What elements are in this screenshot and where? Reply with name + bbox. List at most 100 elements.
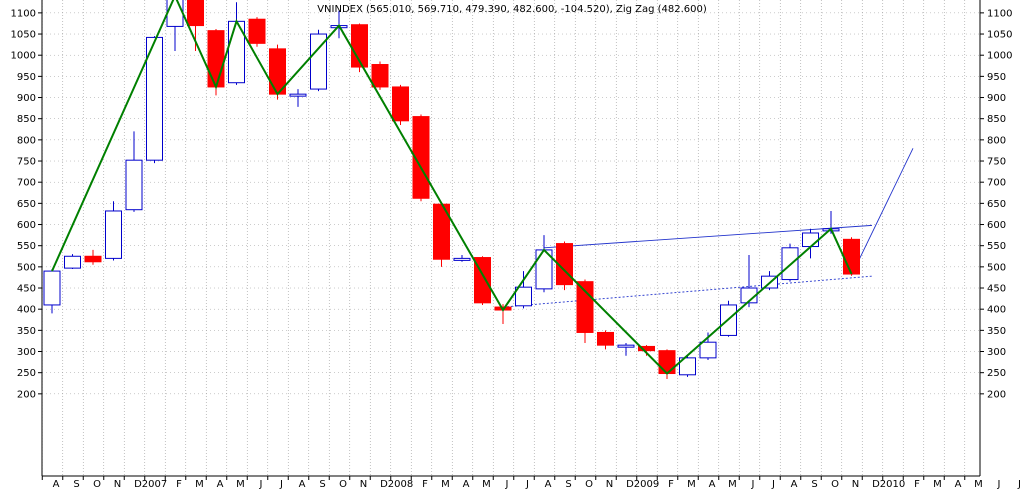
candle-body bbox=[84, 255, 102, 263]
candle-body bbox=[515, 286, 532, 307]
x-tick-label: J bbox=[997, 479, 1001, 490]
x-tick-label: D bbox=[380, 479, 388, 490]
candle-body bbox=[392, 86, 409, 122]
y-tick-label-right: 200 bbox=[987, 389, 1006, 400]
candle-body bbox=[43, 270, 61, 306]
y-tick-label-right: 300 bbox=[987, 347, 1006, 358]
y-tick-label-left: 600 bbox=[17, 220, 36, 231]
x-tick-label: N bbox=[852, 479, 859, 490]
x-tick-label: J bbox=[525, 479, 529, 490]
x-tick-label: J bbox=[1017, 479, 1021, 490]
x-tick-label: A bbox=[463, 479, 470, 490]
x-tick-label: J bbox=[771, 479, 775, 490]
y-axis-left-labels: 200 250 300 350 400 450 500 550 600 650 700 750 800 8… bbox=[11, 8, 36, 400]
x-tick-label: A bbox=[217, 479, 224, 490]
y-tick-label-right: 250 bbox=[987, 368, 1006, 379]
candle bbox=[351, 23, 368, 73]
y-tick-label-right: 850 bbox=[987, 114, 1006, 125]
y-tick-label-right: 500 bbox=[987, 262, 1006, 273]
x-tick-label: A bbox=[791, 479, 798, 490]
y-tick-label-right: 750 bbox=[987, 157, 1006, 168]
x-tick-label: S bbox=[73, 479, 79, 490]
trendline bbox=[502, 275, 873, 308]
y-tick-label-right: 350 bbox=[987, 326, 1006, 337]
candles bbox=[43, 0, 860, 380]
y-tick-label-left: 350 bbox=[17, 326, 36, 337]
x-tick-label: O bbox=[339, 479, 347, 490]
candle bbox=[433, 203, 450, 267]
candle bbox=[781, 243, 799, 282]
candle bbox=[289, 89, 307, 107]
x-tick-label: M bbox=[441, 479, 450, 490]
zigzag-line bbox=[51, 0, 853, 375]
y-tick-label-left: 750 bbox=[17, 157, 36, 168]
x-axis-labels: A S O N D 2007 F M A M J J A S O N D 2008 F M A M J J A S O N D 2009 F… bbox=[53, 479, 1021, 490]
x-tick-label: A bbox=[545, 479, 552, 490]
candle-body bbox=[843, 238, 860, 275]
y-tick-label-left: 850 bbox=[17, 114, 36, 125]
candle bbox=[843, 237, 860, 276]
y-tick-label-left: 1100 bbox=[11, 8, 36, 19]
y-tick-label-left: 200 bbox=[17, 389, 36, 400]
x-tick-label: M bbox=[482, 479, 491, 490]
x-tick-label: J bbox=[279, 479, 283, 490]
x-tick-label: 2007 bbox=[142, 479, 167, 490]
candle-body bbox=[166, 0, 184, 27]
y-tick-label-right: 1050 bbox=[987, 30, 1012, 41]
y-tick-label-left: 950 bbox=[17, 72, 36, 83]
y-tick-label-left: 300 bbox=[17, 347, 36, 358]
trendline bbox=[543, 224, 873, 249]
x-tick-label: M bbox=[687, 479, 696, 490]
candle bbox=[269, 44, 286, 100]
x-tick-label: O bbox=[93, 479, 101, 490]
candle bbox=[453, 254, 471, 262]
y-tick-label-left: 250 bbox=[17, 368, 36, 379]
candle bbox=[617, 343, 635, 356]
candle bbox=[412, 114, 430, 202]
x-tick-label: D bbox=[134, 479, 142, 490]
candle bbox=[392, 84, 409, 126]
candle-body bbox=[699, 341, 717, 359]
y-tick-label-left: 1000 bbox=[11, 51, 36, 62]
y-tick-label-right: 950 bbox=[987, 72, 1006, 83]
candle bbox=[597, 330, 614, 350]
candle bbox=[146, 36, 163, 164]
x-tick-label: 2009 bbox=[634, 479, 659, 490]
candle bbox=[125, 131, 143, 212]
candle bbox=[248, 17, 266, 47]
y-tick-label-right: 800 bbox=[987, 135, 1006, 146]
trendline bbox=[851, 148, 914, 276]
candle bbox=[105, 201, 122, 261]
y-tick-label-right: 450 bbox=[987, 284, 1006, 295]
candle-body bbox=[289, 93, 307, 97]
y-tick-label-left: 400 bbox=[17, 305, 36, 316]
candle-body bbox=[597, 331, 614, 346]
candle bbox=[64, 254, 81, 269]
x-tick-label: A bbox=[299, 479, 306, 490]
candle-body bbox=[638, 345, 655, 352]
x-tick-label: S bbox=[811, 479, 817, 490]
x-tick-label: A bbox=[53, 479, 60, 490]
x-tick-label: M bbox=[195, 479, 204, 490]
y-tick-label-left: 1050 bbox=[11, 30, 36, 41]
x-tick-label: 2010 bbox=[880, 479, 905, 490]
x-tick-label: S bbox=[565, 479, 571, 490]
x-tick-label: A bbox=[709, 479, 716, 490]
x-tick-label: O bbox=[831, 479, 839, 490]
y-tick-label-left: 700 bbox=[17, 178, 36, 189]
candle-body bbox=[617, 344, 635, 348]
candle bbox=[515, 271, 532, 309]
x-tick-label: F bbox=[422, 479, 428, 490]
y-tick-label-right: 550 bbox=[987, 241, 1006, 252]
x-tick-label: J bbox=[505, 479, 509, 490]
y-tick-label-left: 550 bbox=[17, 241, 36, 252]
candle-body bbox=[453, 257, 471, 261]
y-tick-label-right: 400 bbox=[987, 305, 1006, 316]
x-tick-label: 2008 bbox=[388, 479, 413, 490]
y-tick-label-left: 900 bbox=[17, 93, 36, 104]
candle-body bbox=[576, 281, 594, 333]
y-tick-label-left: 800 bbox=[17, 135, 36, 146]
grid bbox=[41, 0, 980, 476]
candle-body bbox=[412, 116, 430, 199]
